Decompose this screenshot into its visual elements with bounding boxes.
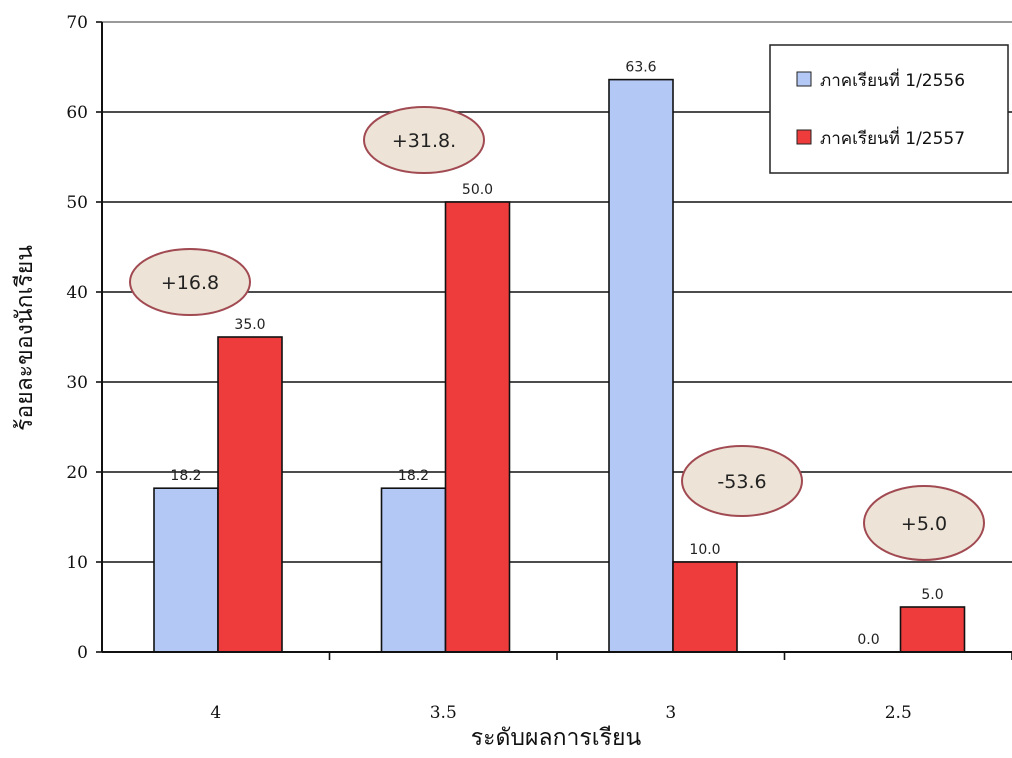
y-tick-label: 70 xyxy=(66,13,88,33)
data-label: 63.6 xyxy=(625,60,656,76)
y-axis-title: ร้อยละของนักเรียน xyxy=(12,245,38,431)
annotation-text: +31.8. xyxy=(392,130,456,152)
bar-2-2.5 xyxy=(899,606,966,653)
legend-swatch-series-2 xyxy=(796,129,812,145)
y-tick-label: 10 xyxy=(66,553,88,573)
annotation-bubble xyxy=(363,106,485,174)
data-label: 18.2 xyxy=(170,468,201,484)
data-label: 35.0 xyxy=(234,317,265,333)
bar-2-3.5 xyxy=(444,201,511,653)
annotation-bubble xyxy=(129,248,251,316)
bar-2-3 xyxy=(672,561,738,653)
axes: 0 10 20 30 40 50 60 70 4 3.5 3 2.5 xyxy=(66,13,1012,723)
bar-1-3 xyxy=(608,78,674,653)
data-label: 5.0 xyxy=(921,587,943,603)
x-tick-label: 2.5 xyxy=(885,703,912,723)
bar-1-4 xyxy=(153,487,219,653)
data-label: 0.0 xyxy=(857,632,879,648)
legend-box xyxy=(769,44,1009,174)
x-tick-label: 4 xyxy=(210,703,221,723)
data-label: 18.2 xyxy=(398,468,429,484)
y-tick-label: 0 xyxy=(77,643,88,663)
annotation-bubble xyxy=(863,485,985,561)
annotation-text: +16.8 xyxy=(161,272,219,294)
annotations: +16.8 +31.8. -53.6 +5.0 xyxy=(129,106,985,561)
legend: ภาคเรียนที่ 1/2556 ภาคเรียนที่ 1/2557 xyxy=(769,44,1009,174)
bar-2-4 xyxy=(217,336,283,653)
legend-label-series-1: ภาคเรียนที่ 1/2556 xyxy=(820,68,965,91)
bars xyxy=(153,78,966,653)
data-label: 10.0 xyxy=(689,542,720,558)
bar-1-3.5 xyxy=(380,487,447,653)
data-labels: 18.2 35.0 18.2 50.0 63.6 10.0 0.0 5.0 xyxy=(170,60,943,648)
x-tick-label: 3.5 xyxy=(430,703,457,723)
data-label: 50.0 xyxy=(462,182,493,198)
y-tick-label: 40 xyxy=(66,283,88,303)
y-tick-label: 20 xyxy=(66,463,88,483)
y-tick-label: 50 xyxy=(66,193,88,213)
annotation-text: +5.0 xyxy=(901,513,947,535)
legend-label-series-2: ภาคเรียนที่ 1/2557 xyxy=(820,126,965,149)
annotation-text: -53.6 xyxy=(717,471,766,493)
x-tick-label: 3 xyxy=(665,703,676,723)
y-tick-label: 30 xyxy=(66,373,88,393)
legend-swatch-series-1 xyxy=(796,71,812,87)
annotation-bubble xyxy=(681,445,803,517)
x-axis-title: ระดับผลการเรียน xyxy=(471,725,642,751)
y-tick-label: 60 xyxy=(66,103,88,123)
